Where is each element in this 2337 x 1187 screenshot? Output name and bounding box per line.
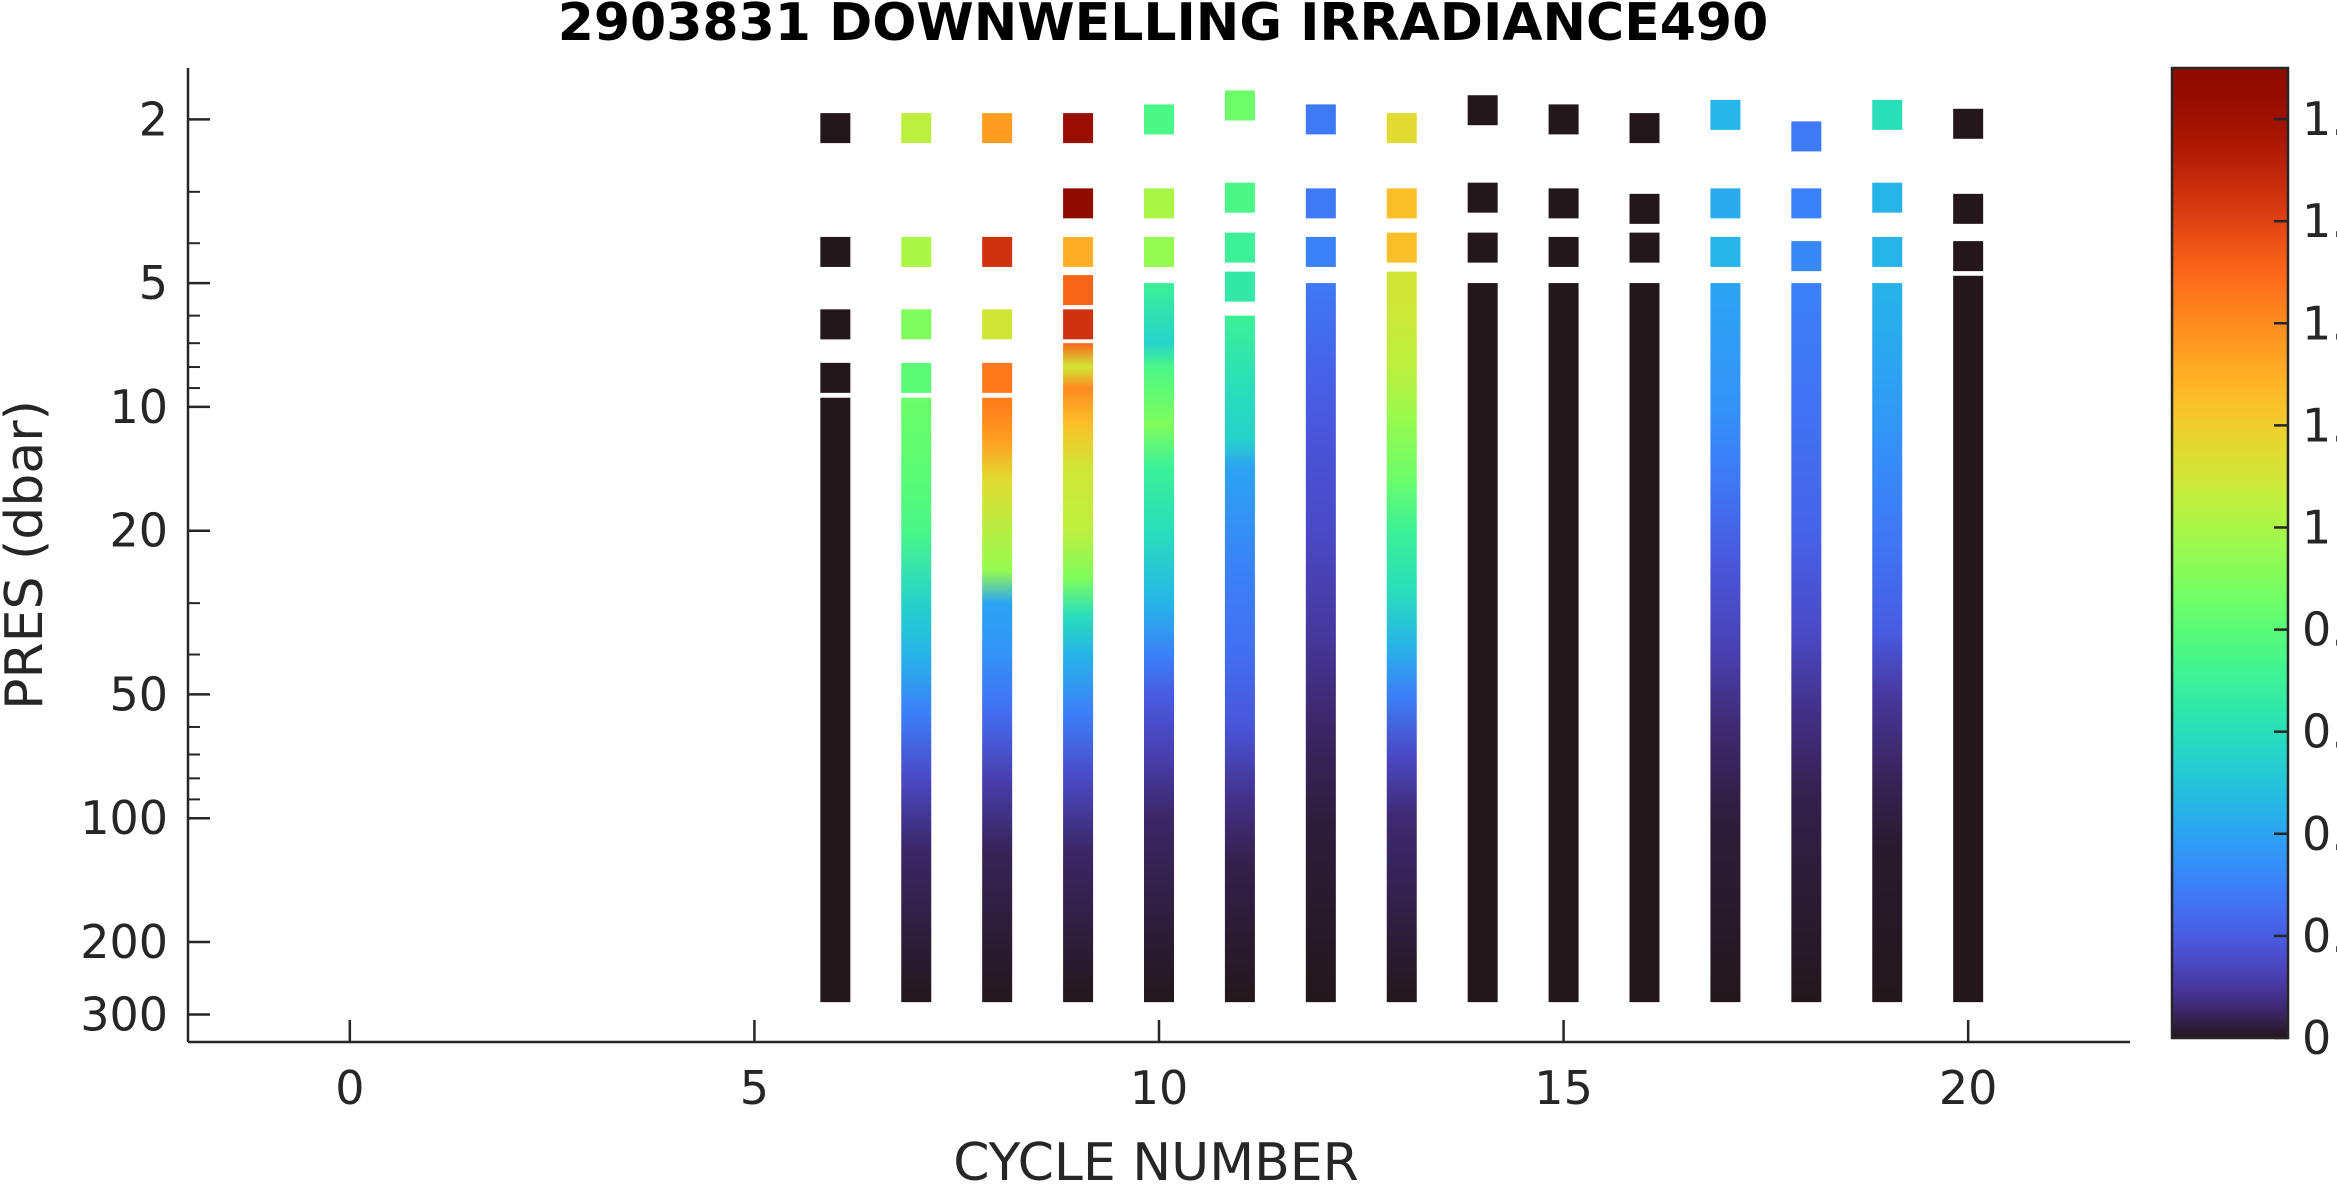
surface-marker [1386, 188, 1417, 219]
surface-marker [1144, 104, 1174, 135]
surface-marker [1224, 232, 1255, 263]
surface-marker [901, 113, 932, 144]
surface-marker [1548, 188, 1579, 219]
surface-marker [1305, 104, 1336, 135]
surface-marker [1710, 236, 1741, 267]
y-tick-label: 20 [109, 504, 168, 558]
profile-column [982, 397, 1013, 1003]
colorbar-gradient [2170, 66, 2290, 1040]
surface-marker [982, 362, 1013, 393]
x-axis-title: CYCLE NUMBER [953, 1133, 1358, 1187]
surface-marker [1386, 271, 1417, 302]
surface-marker [1872, 182, 1903, 213]
colorbar-tick-label: 0.6 [2302, 705, 2337, 759]
y-tick-label: 2 [139, 92, 168, 146]
surface-marker [1467, 232, 1498, 263]
surface-marker [1305, 188, 1336, 219]
surface-marker [1791, 188, 1822, 219]
surface-marker [1224, 182, 1255, 213]
surface-marker [1629, 113, 1660, 144]
profile-column [820, 397, 851, 1003]
surface-marker [982, 113, 1013, 144]
colorbar-tick-label: 0.2 [2302, 909, 2337, 963]
profile-column [901, 397, 932, 1003]
surface-marker [1953, 193, 1984, 224]
surface-marker [982, 309, 1013, 340]
surface-marker [1467, 95, 1498, 126]
x-tick-label: 5 [740, 1061, 769, 1115]
y-tick-label: 100 [80, 791, 168, 845]
surface-marker [1467, 182, 1498, 213]
plot-marks [820, 90, 1984, 1003]
surface-marker [1063, 309, 1094, 340]
colorbar-tick-label: 0.8 [2302, 603, 2337, 657]
surface-marker [1386, 232, 1417, 263]
surface-marker [1710, 99, 1741, 130]
colorbar-tick-label: 1 [2302, 500, 2331, 554]
profile-column [1467, 283, 1498, 1003]
colorbar-tick-label: 0 [2302, 1011, 2331, 1065]
x-tick-label: 10 [1130, 1061, 1189, 1115]
surface-marker [1872, 236, 1903, 267]
surface-marker [820, 113, 851, 144]
profile-column [1629, 283, 1660, 1003]
surface-marker [1872, 99, 1903, 130]
surface-marker [1224, 271, 1255, 302]
surface-marker [1063, 236, 1094, 267]
surface-marker [1791, 241, 1822, 272]
surface-marker [1629, 193, 1660, 224]
surface-marker [1144, 236, 1174, 267]
y-tick-label: 10 [109, 380, 168, 434]
y-tick-label: 300 [80, 987, 168, 1041]
surface-marker [1791, 121, 1822, 152]
surface-marker [901, 362, 932, 393]
surface-marker [820, 236, 851, 267]
surface-marker [1063, 188, 1094, 219]
surface-marker [820, 362, 851, 393]
surface-marker [1305, 236, 1336, 267]
colorbar-tick-label: 1.4 [2302, 296, 2337, 350]
x-tick-label: 15 [1534, 1061, 1593, 1115]
colorbar-tick-label: 1.6 [2302, 194, 2337, 248]
y-tick-label: 50 [109, 667, 168, 721]
profile-column [1224, 315, 1255, 1003]
profile-column [1953, 275, 1984, 1003]
surface-marker [1629, 232, 1660, 263]
surface-marker [820, 309, 851, 340]
chart-title: 2903831 DOWNWELLING IRRADIANCE490 [558, 0, 1769, 53]
surface-marker [1386, 113, 1417, 144]
surface-marker [901, 309, 932, 340]
profile-column [1710, 283, 1741, 1003]
surface-marker [901, 236, 932, 267]
surface-marker [982, 236, 1013, 267]
surface-marker [1063, 275, 1094, 306]
profile-column [1791, 283, 1822, 1003]
surface-marker [1548, 236, 1579, 267]
surface-marker [1953, 108, 1984, 139]
profile-column [1063, 343, 1094, 1003]
surface-marker [1224, 90, 1255, 121]
colorbar-tick-label: 1.2 [2302, 398, 2337, 452]
profile-column [1386, 300, 1417, 1003]
profile-column [1144, 283, 1174, 1003]
profile-column [1305, 283, 1336, 1003]
profile-column [1548, 283, 1579, 1003]
surface-marker [1953, 241, 1984, 272]
colorbar: 0 0.2 0.4 0.6 0.8 1 1.2 1.4 1.6 1.8 [2170, 66, 2337, 1065]
colorbar-tick-label: 0.4 [2302, 807, 2337, 861]
x-tick-label: 0 [335, 1061, 364, 1115]
surface-marker [1548, 104, 1579, 135]
y-tick-label: 200 [80, 915, 168, 969]
surface-marker [1144, 188, 1174, 219]
surface-marker [1710, 188, 1741, 219]
x-tick-label: 20 [1939, 1061, 1998, 1115]
y-tick-label: 5 [139, 256, 168, 310]
profile-column [1872, 283, 1903, 1003]
surface-marker [1063, 113, 1094, 144]
y-axis-title: PRES (dbar) [0, 400, 55, 710]
colorbar-tick-label: 1.8 [2302, 92, 2337, 146]
